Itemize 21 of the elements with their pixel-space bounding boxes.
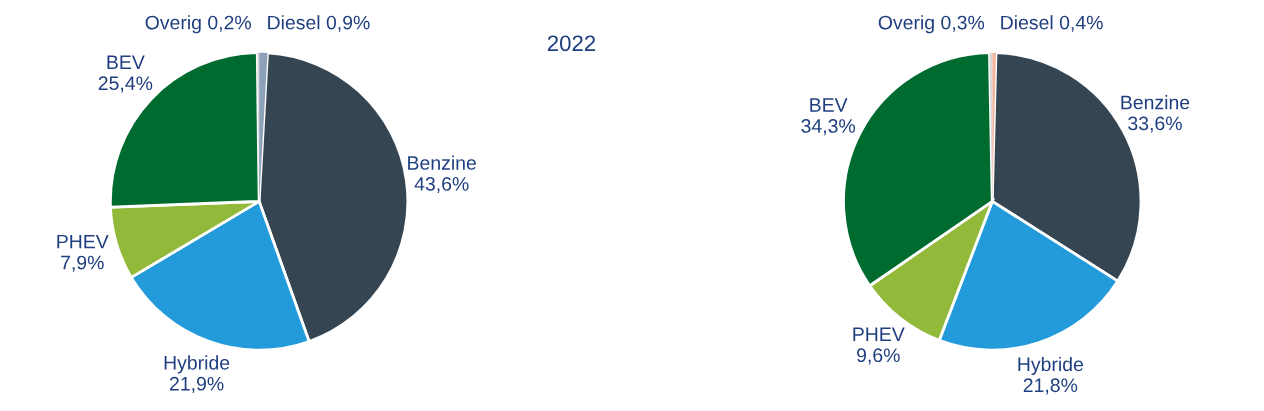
slice-label: Hybride	[1018, 356, 1083, 376]
slice-label: BEV	[107, 55, 145, 69]
slice-label: Diesel 0,4%	[1001, 15, 1103, 32]
slice-label: PHEV	[57, 234, 109, 249]
slice-label: BEV	[810, 98, 848, 112]
data-label: 43,6%	[414, 177, 469, 194]
slice-label: Diesel 0,9%	[268, 15, 370, 32]
slice-label: Hybride	[164, 355, 230, 374]
text: 2022	[547, 35, 596, 52]
slice-label: Benzine	[1121, 95, 1190, 110]
data-label: 21,9%	[170, 376, 224, 393]
slice-label: Benzine	[408, 155, 476, 170]
data-label: 7,9%	[61, 255, 104, 272]
data-label: 9,6%	[857, 348, 900, 365]
slice-label: PHEV	[853, 327, 905, 341]
data-label: 34,3%	[801, 119, 856, 136]
slice-label: Overig 0,3%	[878, 15, 985, 34]
data-label: 33,6%	[1128, 116, 1182, 133]
data-label: 25,4%	[98, 76, 153, 93]
data-label: 21,8%	[1023, 378, 1078, 395]
slice-label: Overig 0,2%	[145, 15, 251, 34]
